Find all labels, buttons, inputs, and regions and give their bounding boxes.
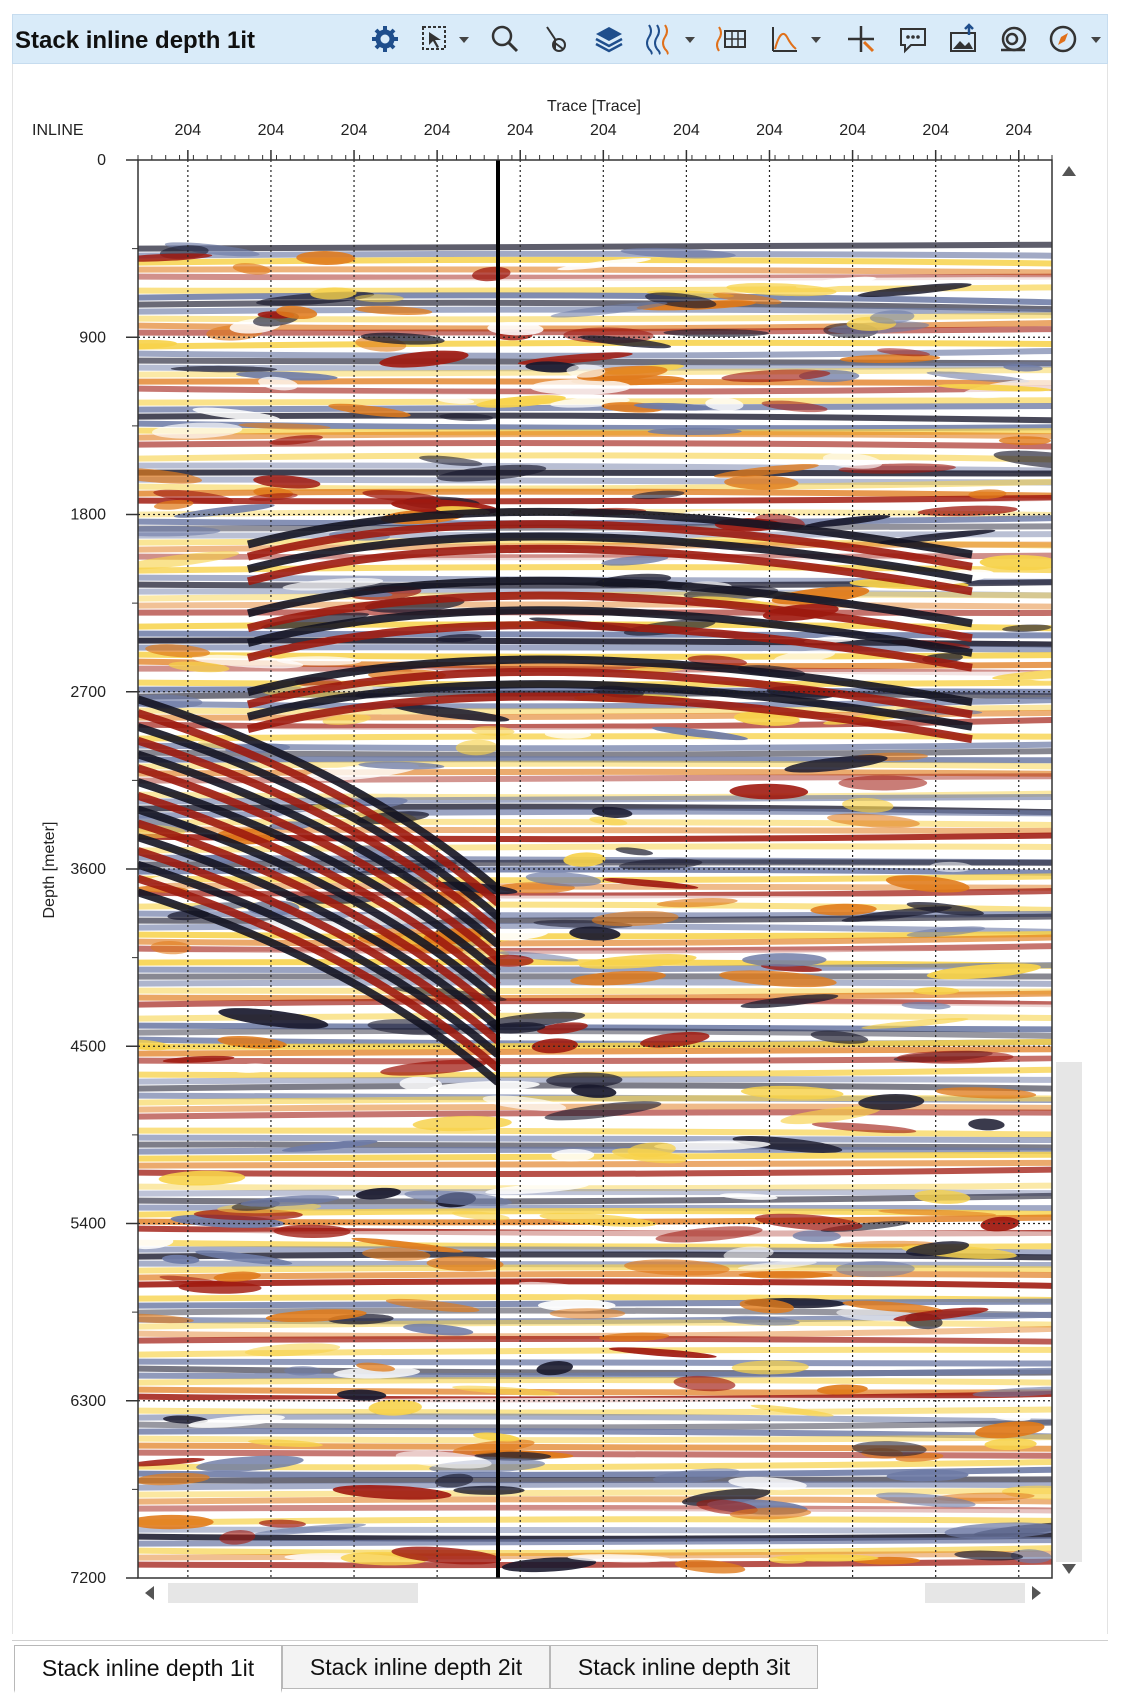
tab-stack-inline-depth-1it[interactable]: Stack inline depth 1it <box>14 1645 282 1693</box>
horizontal-scrollbar[interactable] <box>140 1580 1045 1606</box>
x-tick-label: 204 <box>673 122 700 139</box>
grid-lines <box>138 160 1052 1578</box>
x-tick-label: 204 <box>507 122 534 139</box>
view-titlebar: Stack inline depth 1it <box>12 14 1108 64</box>
capture-icon[interactable] <box>993 21 1033 57</box>
vertical-scrollbar[interactable] <box>1056 158 1082 1582</box>
y-tick-label: 7200 <box>70 1570 106 1587</box>
x-tick-label: 204 <box>258 122 285 139</box>
plot-border <box>137 159 1053 1579</box>
x-axis-ticks: 204 204 204 204 204 204 204 204 204 204 204 <box>137 122 1053 160</box>
scroll-up-icon[interactable] <box>1062 166 1076 176</box>
tab-label: Stack inline depth 3it <box>577 1653 791 1680</box>
view-title: Stack inline depth 1it <box>15 27 256 54</box>
y-axis-ticks: 0 900 1800 2700 3600 4500 5400 6300 7200 <box>70 152 138 1587</box>
horizontal-scroll-thumb-left[interactable] <box>168 1583 418 1603</box>
tab-label: Stack inline depth 1it <box>41 1654 255 1681</box>
y-tick-label: 2700 <box>70 684 106 701</box>
select-region-icon[interactable] <box>415 21 455 57</box>
y-tick-label: 5400 <box>70 1216 106 1233</box>
scroll-right-icon[interactable] <box>1032 1586 1041 1600</box>
histogram-icon[interactable] <box>765 21 805 57</box>
seismic-section-chart[interactable]: Trace [Trace] INLINE Depth [meter] 204 20… <box>0 0 1122 1600</box>
histogram-dropdown-icon[interactable] <box>809 33 823 45</box>
x-tick-label: 204 <box>1005 122 1032 139</box>
tab-stack-inline-depth-2it[interactable]: Stack inline depth 2it <box>282 1645 550 1689</box>
zoom-icon[interactable] <box>485 21 525 57</box>
layers-icon[interactable] <box>589 21 629 57</box>
inline-row-label: INLINE <box>32 122 84 139</box>
x-tick-label: 204 <box>922 122 949 139</box>
scroll-down-icon[interactable] <box>1062 1564 1076 1574</box>
x-tick-label: 204 <box>424 122 451 139</box>
select-region-dropdown-icon[interactable] <box>457 33 471 45</box>
wiggle-dropdown-icon[interactable] <box>683 33 697 45</box>
y-tick-label: 900 <box>79 329 106 346</box>
export-image-icon[interactable] <box>943 21 983 57</box>
y-axis-title: Depth [meter] <box>41 822 58 919</box>
y-tick-label: 1800 <box>70 507 106 524</box>
compass-dropdown-icon[interactable] <box>1089 33 1103 45</box>
x-tick-label: 204 <box>756 122 783 139</box>
vertical-scroll-thumb[interactable] <box>1056 1062 1082 1562</box>
crosshair-icon[interactable] <box>841 21 881 57</box>
y-tick-label: 3600 <box>70 861 106 878</box>
gear-icon[interactable] <box>365 21 405 57</box>
seismic-image <box>138 241 1052 1578</box>
wellbore-icon[interactable] <box>537 21 577 57</box>
wiggle-icon[interactable] <box>639 21 679 57</box>
tab-label: Stack inline depth 2it <box>309 1653 523 1680</box>
x-axis-title: Trace [Trace] <box>547 98 641 115</box>
y-tick-label: 0 <box>97 152 106 169</box>
horizontal-scroll-thumb-right[interactable] <box>925 1583 1025 1603</box>
compass-icon[interactable] <box>1043 21 1083 57</box>
x-tick-label: 204 <box>839 122 866 139</box>
y-tick-label: 6300 <box>70 1393 106 1410</box>
seismic-grid-icon[interactable] <box>711 21 751 57</box>
scroll-left-icon[interactable] <box>145 1586 154 1600</box>
x-tick-label: 204 <box>175 122 202 139</box>
x-tick-label: 204 <box>590 122 617 139</box>
tab-stack-inline-depth-3it[interactable]: Stack inline depth 3it <box>550 1645 818 1689</box>
x-tick-label: 204 <box>341 122 368 139</box>
y-tick-label: 4500 <box>70 1038 106 1055</box>
comment-icon[interactable] <box>893 21 933 57</box>
view-tabs: Stack inline depth 1it Stack inline dept… <box>12 1640 1108 1696</box>
